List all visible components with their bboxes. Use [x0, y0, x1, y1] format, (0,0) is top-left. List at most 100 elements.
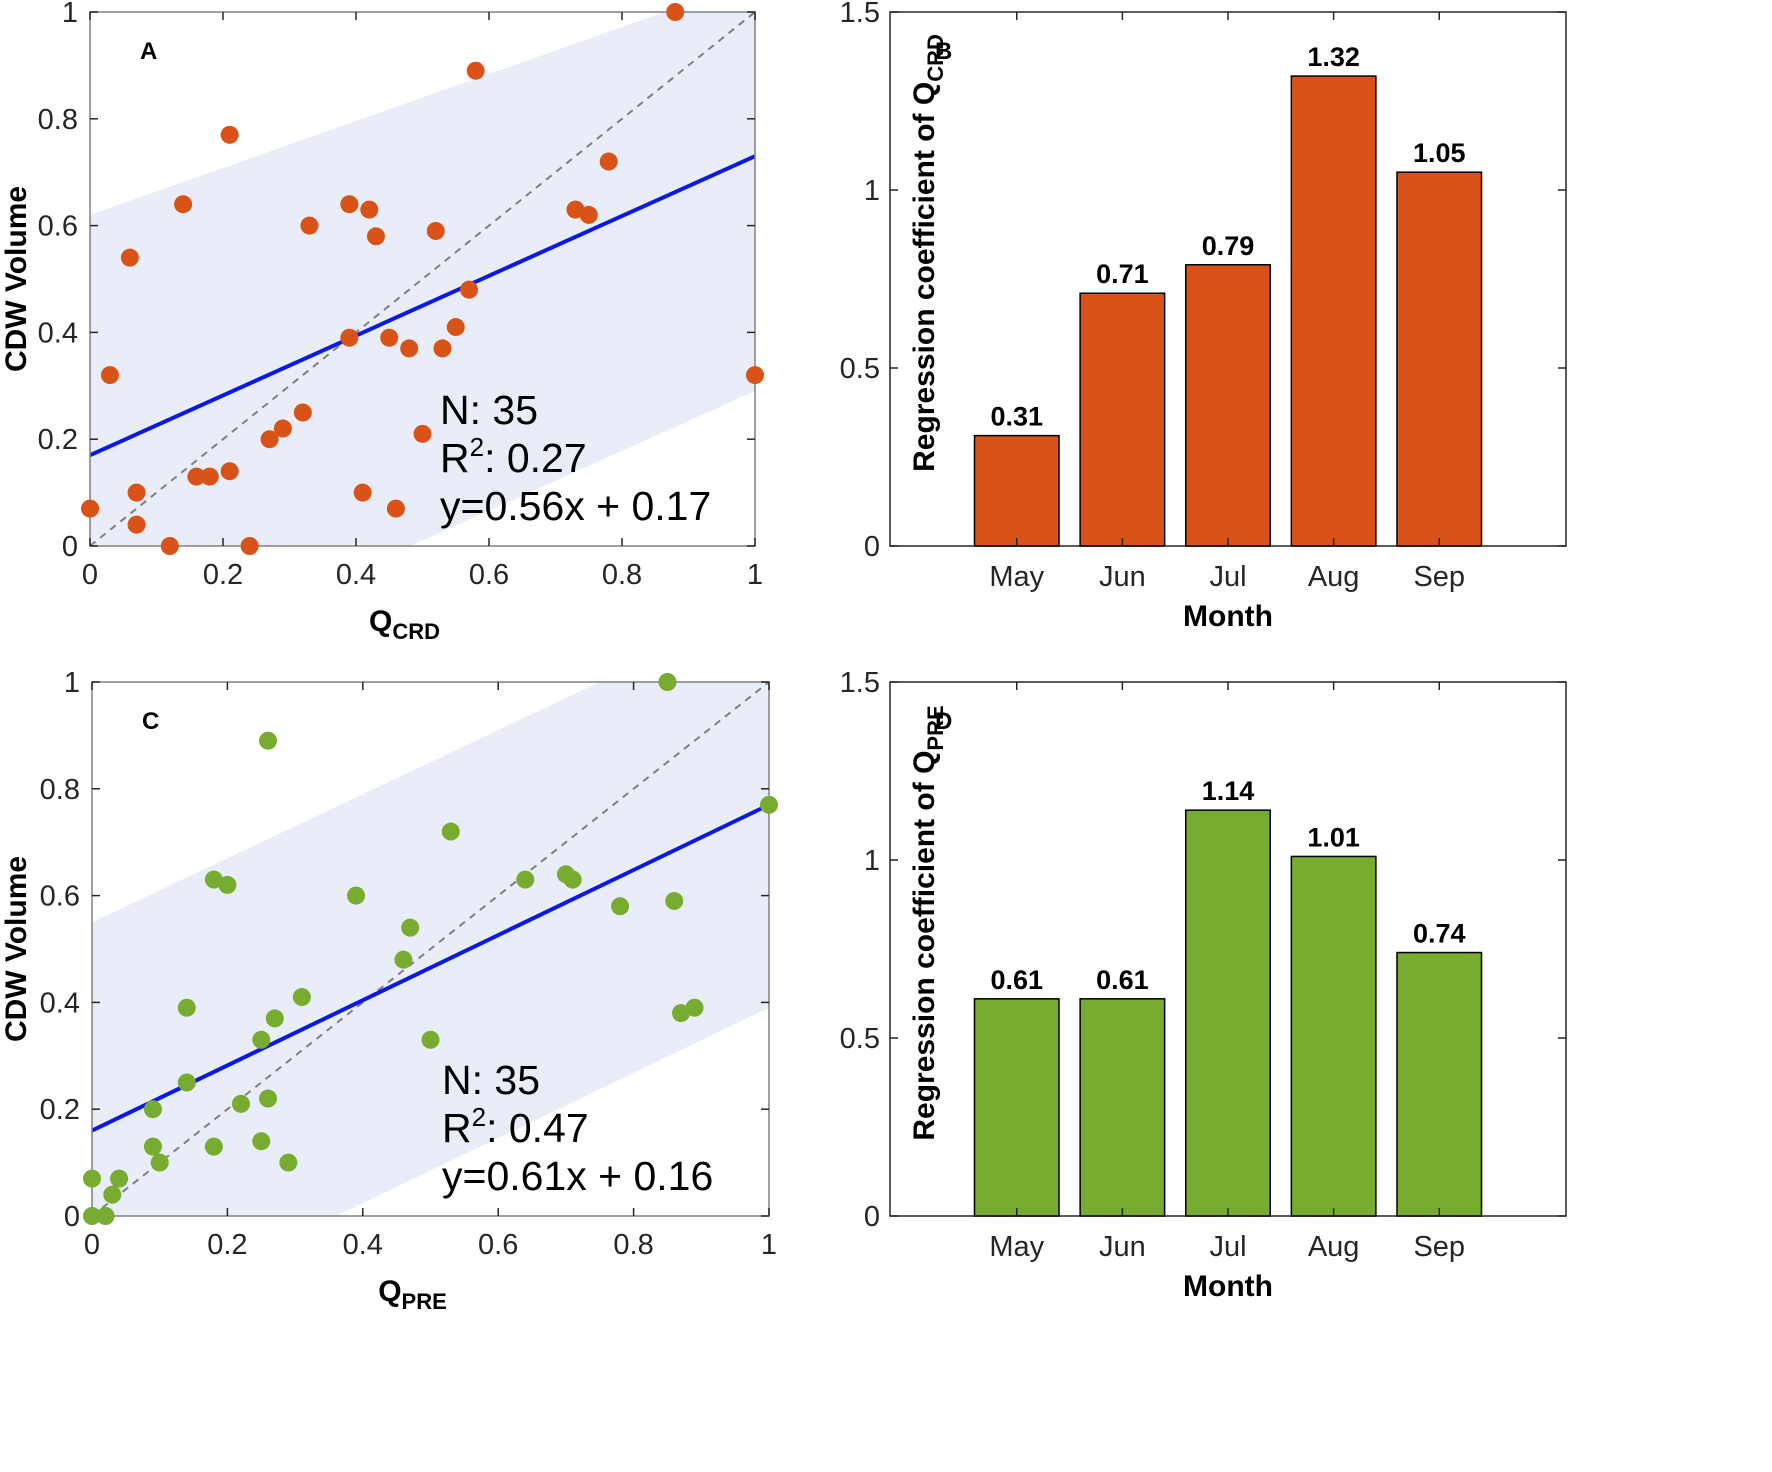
x-axis-label-sub: CRD: [392, 619, 440, 644]
bar-aug: [1290, 855, 1377, 1217]
x-tick-label: 0.2: [203, 559, 243, 591]
x-tick-label: Jun: [1099, 1231, 1146, 1263]
x-tick-label: 1: [747, 559, 763, 591]
r2-symbol: R: [442, 1105, 472, 1151]
data-point: [353, 483, 372, 502]
data-point: [150, 1153, 169, 1172]
data-point: [83, 1207, 101, 1225]
y-tick-label: 0: [864, 531, 880, 563]
data-point: [599, 152, 618, 171]
data-point: [174, 195, 193, 214]
y-axis-label-sub: CRD: [923, 34, 948, 82]
data-point: [293, 403, 312, 422]
data-point: [218, 875, 237, 894]
data-point: [240, 537, 259, 555]
x-tick-label: May: [989, 1231, 1044, 1263]
bar-value-label: 0.31: [990, 402, 1043, 432]
bar-value-label: 1.14: [1202, 776, 1255, 806]
x-axis-label: Month: [1183, 1270, 1273, 1303]
x-tick-label: Sep: [1413, 1231, 1465, 1263]
data-point: [83, 1169, 101, 1188]
data-point: [466, 61, 485, 80]
bar-sep: [1396, 171, 1483, 547]
data-point: [265, 1009, 284, 1028]
data-point: [563, 870, 582, 889]
x-tick-label: Jun: [1099, 561, 1146, 593]
bar-value-label: 0.61: [1096, 965, 1149, 995]
data-point: [300, 216, 319, 235]
data-point: [220, 125, 239, 144]
data-point: [685, 998, 704, 1017]
data-point: [516, 870, 535, 889]
data-point: [110, 1169, 129, 1188]
plot-area: [92, 682, 769, 1216]
x-tick-label: 0.6: [478, 1229, 518, 1261]
x-tick-label: Sep: [1413, 561, 1465, 593]
stat-equation: y=0.61x + 0.16: [442, 1153, 713, 1199]
data-point: [127, 515, 146, 534]
data-point: [204, 1137, 223, 1156]
x-tick-label: 0.4: [336, 559, 376, 591]
regression-line: [90, 154, 755, 458]
x-axis-label: QCRD: [369, 605, 440, 644]
bar-value-label: 0.61: [990, 965, 1043, 995]
r2-superscript: 2: [470, 432, 484, 462]
bar-value-label: 0.71: [1096, 259, 1149, 289]
panel-letter: A: [140, 38, 157, 65]
bar-jul: [1185, 809, 1271, 1217]
data-point: [460, 280, 479, 299]
data-point: [401, 918, 420, 937]
data-point: [579, 205, 598, 224]
panel-b: 0 0.5 1 1.5 0.31 May 0.71 Jun 0.79 Jul 1.32 Aug 1.05…: [840, 0, 1567, 633]
y-axis-label: Regression coefficient of QCRD: [908, 34, 948, 472]
data-point: [666, 3, 685, 21]
data-point: [259, 731, 278, 750]
bar-value-label: 1.05: [1413, 138, 1466, 168]
data-point: [127, 483, 146, 502]
x-tick-label: Aug: [1308, 561, 1360, 593]
y-tick-label: 0.2: [40, 1094, 80, 1126]
data-point: [100, 366, 119, 385]
bar-may: [973, 998, 1060, 1217]
r2-value: : 0.47: [486, 1105, 589, 1151]
y-tick-label: 0.6: [40, 881, 80, 913]
r2-superscript: 2: [472, 1102, 486, 1132]
bar-aug: [1290, 75, 1377, 547]
y-tick-label: 0.2: [38, 424, 78, 456]
panel-d: 0 0.5 1 1.5 0.61 May 0.61 Jun 1.14 Jul 1.01 Aug 0.74…: [840, 667, 1567, 1303]
x-axis-label-sub: PRE: [402, 1289, 447, 1314]
data-point: [360, 200, 379, 219]
data-point: [177, 998, 196, 1017]
data-point: [252, 1132, 271, 1151]
y-tick-label: 1: [864, 175, 880, 207]
data-point: [611, 897, 630, 916]
panel-letter: C: [142, 708, 159, 735]
stat-r2: R2: 0.47: [442, 1102, 589, 1151]
y-axis-label-sub: PRE: [923, 705, 948, 750]
bar-jun: [1079, 998, 1166, 1217]
x-axis-label: Month: [1183, 600, 1273, 633]
y-tick-label: 0.4: [38, 317, 78, 349]
data-point: [143, 1137, 162, 1156]
data-point: [220, 462, 239, 481]
data-point: [259, 1089, 278, 1108]
y-tick-label: 1: [64, 667, 80, 699]
y-axis-label: CDW Volume: [0, 856, 33, 1042]
data-point: [120, 248, 139, 267]
data-point: [386, 499, 405, 518]
y-tick-label: 1: [864, 845, 880, 877]
x-tick-label: Jul: [1209, 561, 1246, 593]
data-point: [143, 1100, 162, 1119]
data-point: [177, 1073, 196, 1092]
y-tick-label: 0.4: [40, 987, 80, 1019]
y-tick-label: 0: [64, 1201, 80, 1233]
y-tick-label: 0: [864, 1201, 880, 1233]
data-point: [81, 499, 99, 518]
x-tick-label: May: [989, 561, 1044, 593]
stat-equation: y=0.56x + 0.17: [440, 483, 711, 529]
y-tick-label: 0.5: [840, 1023, 880, 1055]
data-point: [665, 891, 684, 910]
r2-value: : 0.27: [484, 435, 587, 481]
data-point: [426, 221, 445, 240]
